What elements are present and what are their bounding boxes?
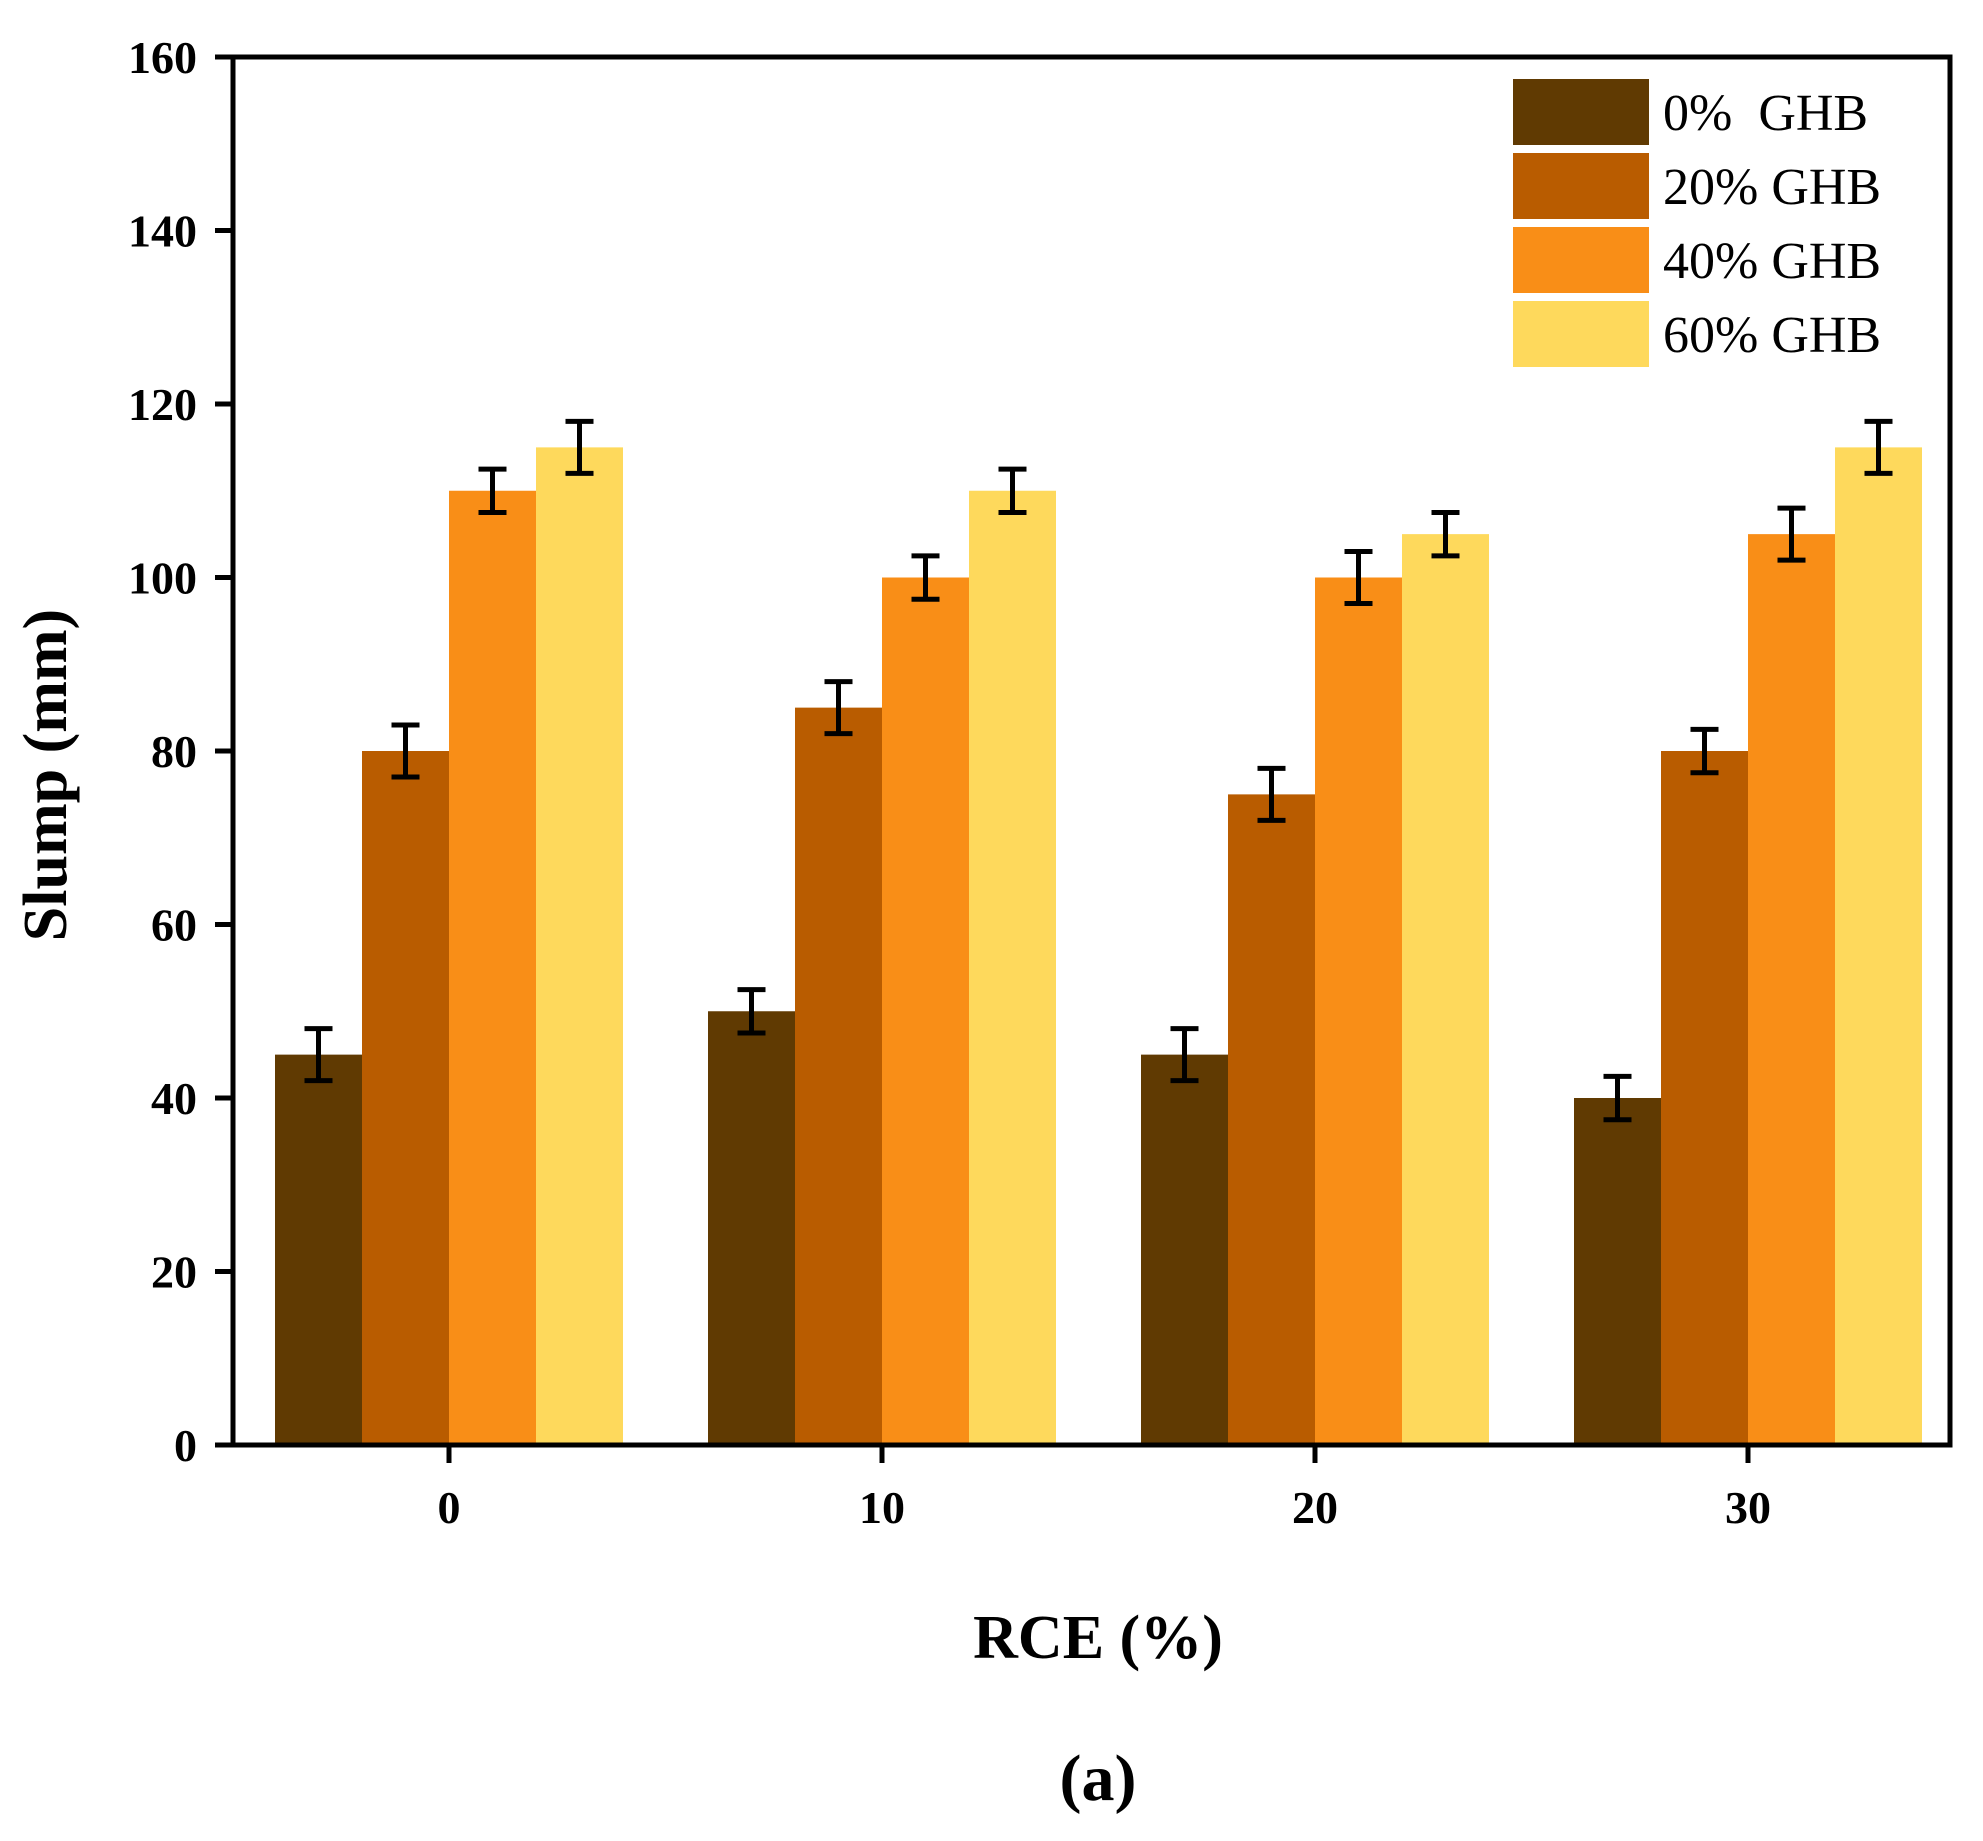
- y-tick-label-80: 80: [151, 726, 197, 777]
- error-bar-rce-10-series-2: [911, 553, 940, 602]
- legend-label-3: 60% GHB: [1663, 307, 1881, 364]
- legend-swatch-0: [1513, 79, 1649, 145]
- error-bar-rce-0-series-0: [304, 1026, 333, 1084]
- error-bar-rce-20-series-1: [1257, 765, 1286, 823]
- error-bar-rce-20-series-3: [1431, 509, 1460, 559]
- error-bar-rce-0-series-2: [478, 466, 507, 515]
- error-bar-rce-20-series-2: [1344, 548, 1373, 607]
- bar-rce-30-series-2: [1748, 534, 1835, 1445]
- bar-rce-20-series-1: [1228, 794, 1315, 1445]
- bar-rce-10-series-2: [882, 577, 969, 1445]
- error-bar-rce-30-series-1: [1690, 726, 1719, 776]
- legend-swatch-1: [1513, 153, 1649, 219]
- y-tick-label-120: 120: [128, 379, 197, 430]
- error-bar-rce-30-series-2: [1777, 505, 1806, 563]
- y-tick-label-160: 160: [128, 32, 197, 83]
- error-bar-rce-30-series-3: [1864, 418, 1893, 476]
- legend-item-0: 0% GHB: [1513, 79, 1868, 145]
- x-axis-title: RCE (%): [973, 1604, 1223, 1672]
- x-tick-label-0: 0: [438, 1482, 461, 1533]
- bars-layer: [275, 447, 1922, 1445]
- legend-label-0: 0% GHB: [1663, 85, 1868, 142]
- bar-rce-30-series-1: [1661, 751, 1748, 1445]
- legend-item-3: 60% GHB: [1513, 301, 1881, 367]
- error-bar-rce-0-series-3: [565, 418, 594, 476]
- bar-rce-0-series-2: [449, 490, 536, 1445]
- y-tick-label-20: 20: [151, 1247, 197, 1298]
- figure-caption: (a): [1060, 1742, 1137, 1815]
- bar-rce-10-series-1: [795, 707, 882, 1445]
- bar-rce-20-series-2: [1315, 577, 1402, 1445]
- x-tick-label-30: 30: [1725, 1482, 1771, 1533]
- bar-rce-0-series-3: [536, 447, 623, 1445]
- error-bar-rce-10-series-1: [824, 679, 853, 737]
- legend: 0% GHB 20% GHB 40% GHB 60% GHB: [1513, 79, 1881, 367]
- legend-item-2: 40% GHB: [1513, 227, 1881, 293]
- y-tick-label-0: 0: [174, 1420, 197, 1471]
- legend-item-1: 20% GHB: [1513, 153, 1881, 219]
- legend-swatch-3: [1513, 301, 1649, 367]
- bar-rce-20-series-0: [1141, 1054, 1228, 1445]
- x-tick-label-20: 20: [1292, 1482, 1338, 1533]
- error-bar-rce-10-series-0: [737, 987, 766, 1036]
- bar-rce-20-series-3: [1402, 534, 1489, 1445]
- error-bars-layer: [304, 418, 1893, 1123]
- bar-rce-10-series-0: [708, 1011, 795, 1445]
- y-axis-title: Slump (mm): [12, 609, 80, 941]
- bar-rce-30-series-3: [1835, 447, 1922, 1445]
- legend-label-1: 20% GHB: [1663, 159, 1881, 216]
- bar-rce-0-series-0: [275, 1054, 362, 1445]
- y-tick-label-40: 40: [151, 1073, 197, 1124]
- y-tick-label-140: 140: [128, 206, 197, 257]
- bar-rce-10-series-3: [969, 490, 1056, 1445]
- y-tick-label-100: 100: [128, 553, 197, 604]
- bar-rce-0-series-1: [362, 751, 449, 1445]
- y-tick-label-60: 60: [151, 900, 197, 951]
- error-bar-rce-30-series-0: [1603, 1073, 1632, 1123]
- error-bar-rce-0-series-1: [391, 722, 420, 780]
- legend-swatch-2: [1513, 227, 1649, 293]
- bar-rce-30-series-0: [1574, 1098, 1661, 1445]
- error-bar-rce-20-series-0: [1170, 1026, 1199, 1084]
- error-bar-rce-10-series-3: [998, 466, 1027, 515]
- axes-layer: 0 20 40 60 80 100 120 140 160 0 10 20 30: [128, 32, 1953, 1533]
- legend-label-2: 40% GHB: [1663, 233, 1881, 290]
- x-tick-label-10: 10: [859, 1482, 905, 1533]
